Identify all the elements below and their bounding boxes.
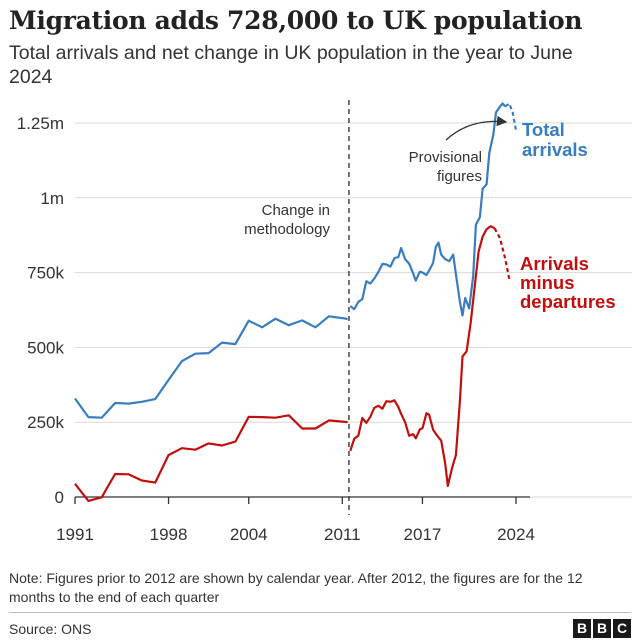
arrivals-annual-line [74,315,348,419]
bbc-logo-letter: B [573,619,591,638]
provisional-label: Provisional [409,149,482,166]
y-tick-label: 0 [55,488,64,507]
y-tick-label: 1m [40,189,64,208]
y-tick-label: 500k [27,338,64,357]
y-tick-label: 750k [27,264,64,283]
x-tick-label: 2004 [230,525,268,544]
net-migration-series-label: Arrivals [520,253,589,274]
y-tick-label: 1.25m [17,114,64,133]
footer-divider [9,612,631,613]
arrivals-provisional-line [504,101,518,131]
net-migration-annual-line [74,414,348,502]
net-migration-series-label: minus [520,272,574,293]
provisional-label: figures [437,168,482,185]
net-migration-provisional-line [493,227,511,280]
chart-subtitle: Total arrivals and net change in UK popu… [9,42,573,88]
bbc-logo-letter: C [613,619,631,638]
x-tick-label: 1998 [150,525,188,544]
chart-title: Migration adds 728,000 to UK population [9,6,583,35]
arrivals-series-label: arrivals [522,139,588,160]
arrivals-series-label: Total [522,119,565,140]
bbc-logo-letter: B [593,619,611,638]
provisional-arrow [445,115,508,141]
line-chart: 0 250k 500k 750k 1m 1.25m 1991 1998 2004 2011 2017… [17,100,632,544]
arrivals-quarterly-line [349,102,507,317]
source-label: Source: ONS [9,621,92,637]
methodology-label: Change in [262,202,330,219]
x-tick-label: 2024 [497,525,535,544]
methodology-label: methodology [244,221,330,238]
bbc-logo: B B C [573,619,631,638]
x-tick-label: 2011 [324,525,361,544]
x-tick-label: 1991 [56,525,94,544]
x-tick-label: 2017 [404,525,442,544]
chart-note: Note: Figures prior to 2012 are shown by… [9,570,583,605]
y-tick-label: 250k [27,413,64,432]
net-migration-series-label: departures [520,291,616,312]
net-migration-quarterly-line [349,225,496,487]
